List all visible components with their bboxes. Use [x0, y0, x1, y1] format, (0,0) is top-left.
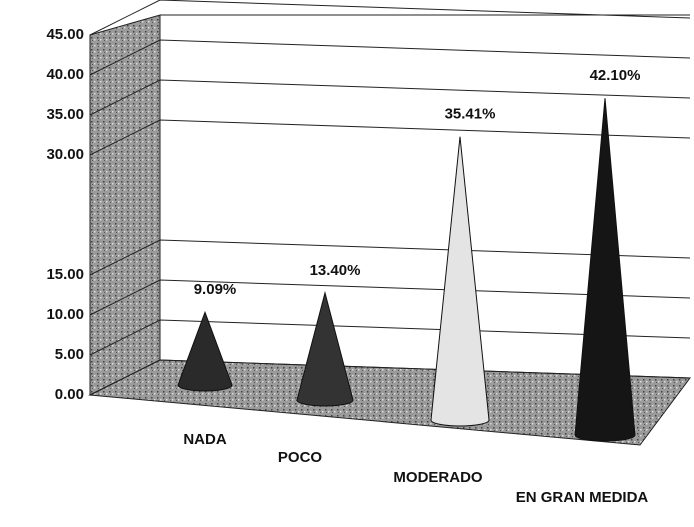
grid-line: [89, 359, 691, 396]
y-tick-label: 0.00: [55, 386, 84, 403]
value-label: 35.41%: [445, 106, 496, 123]
grid-line: [89, 119, 691, 156]
y-tick-label: 45.00: [46, 26, 84, 43]
x-tick-label: MODERADO: [393, 469, 482, 486]
value-label: 42.10%: [590, 67, 641, 84]
grid-line: [89, 319, 691, 356]
grid-line: [89, 279, 691, 316]
x-tick-label: EN GRAN MEDIDA: [516, 489, 649, 506]
value-label: 9.09%: [194, 281, 237, 298]
y-tick-label: 30.00: [46, 146, 84, 163]
cone: [574, 98, 636, 442]
cone: [296, 290, 354, 407]
y-tick-label: 35.00: [46, 106, 84, 123]
y-tick-label: 15.00: [46, 266, 84, 283]
y-tick-label: 10.00: [46, 306, 84, 323]
grid-line: [89, 0, 691, 36]
x-tick-label: POCO: [278, 449, 323, 466]
x-tick-label: NADA: [183, 431, 226, 448]
cone: [177, 310, 233, 392]
cone: [430, 136, 490, 427]
y-tick-label: 5.00: [55, 346, 84, 363]
grid-line: [89, 39, 691, 76]
grid-line: [89, 79, 691, 116]
value-label: 13.40%: [310, 262, 361, 279]
y-tick-label: 40.00: [46, 66, 84, 83]
grid-line: [89, 239, 691, 276]
